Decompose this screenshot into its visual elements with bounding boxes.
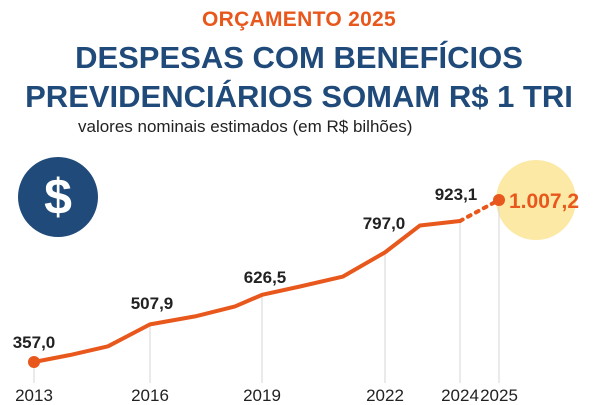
chart-subtitle: valores nominais estimados (em R$ bilhõe… — [78, 117, 413, 136]
data-label-2024: 923,1 — [435, 185, 478, 204]
data-label-2016: 507,9 — [131, 294, 174, 313]
data-label-2025: 1.007,2 — [509, 190, 579, 213]
x-tick-label-2025: 2025 — [480, 386, 518, 405]
projection-line — [458, 198, 501, 223]
point-2025 — [493, 194, 505, 206]
x-tick-label-2016: 2016 — [131, 386, 169, 405]
x-tick-label-2019: 2019 — [243, 386, 281, 405]
dollar-coin-icon: $ — [18, 157, 98, 237]
x-tick-label-2013: 2013 — [15, 386, 53, 405]
title-line-2: PREVIDENCIÁRIOS SOMAM R$ 1 TRI — [25, 79, 573, 114]
highlight-circle — [496, 160, 576, 240]
data-label-2022: 797,0 — [363, 214, 406, 233]
point-2013 — [28, 356, 40, 368]
title-line-1: DESPESAS COM BENEFÍCIOS — [75, 40, 523, 75]
data-label-2019: 626,5 — [244, 268, 287, 287]
data-label-2013: 357,0 — [13, 333, 56, 352]
x-tick-label-2022: 2022 — [366, 386, 404, 405]
chart-title: DESPESAS COM BENEFÍCIOS PREVIDENCIÁRIOS … — [0, 38, 598, 116]
kicker-label: ORÇAMENTO 2025 — [201, 8, 397, 31]
x-tick-label-2024: 2024 — [441, 386, 479, 405]
series-line — [32, 218, 462, 364]
